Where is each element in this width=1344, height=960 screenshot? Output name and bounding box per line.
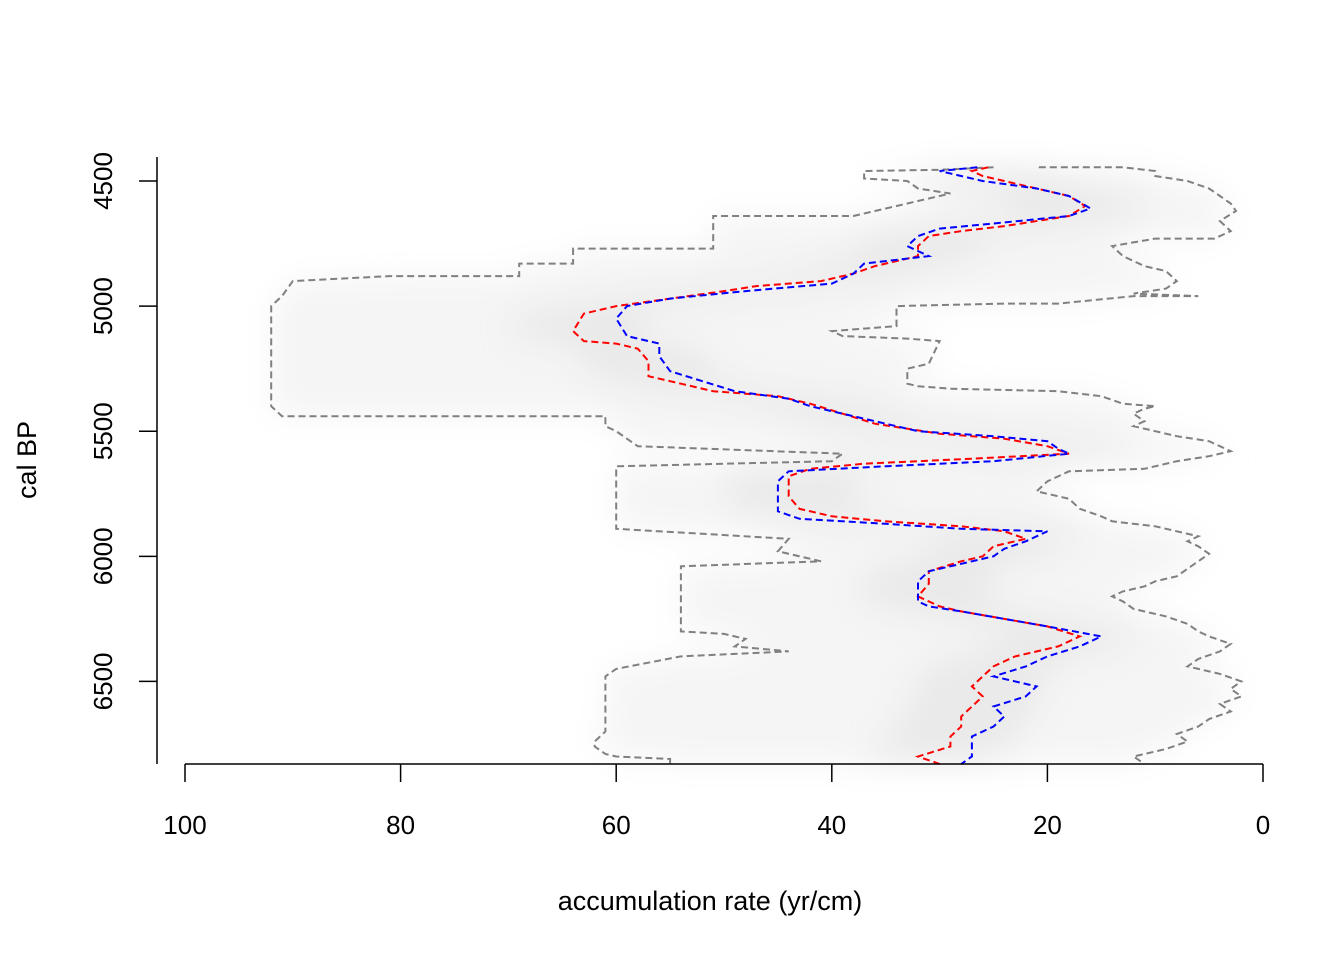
axes: 100 80 60 40 20 0 4500 5000 5500 6000 6500 <box>88 152 1270 840</box>
y-tick-label: 4500 <box>88 152 118 210</box>
x-ticks: 100 80 60 40 20 0 <box>163 764 1270 840</box>
y-tick-label: 5000 <box>88 277 118 335</box>
density-band <box>271 167 1242 765</box>
series-line-1 <box>270 166 994 764</box>
y-axis-title: cal BP <box>12 421 42 499</box>
y-tick-label: 5500 <box>88 402 118 460</box>
series-line-0 <box>827 166 1244 765</box>
x-tick-label: 80 <box>386 810 415 840</box>
density-shading <box>271 167 1242 765</box>
x-axis-title: accumulation rate (yr/cm) <box>558 886 863 916</box>
density-core <box>508 167 1150 765</box>
x-tick-label: 100 <box>163 810 206 840</box>
y-tick-label: 6500 <box>88 653 118 711</box>
x-tick-label: 60 <box>602 810 631 840</box>
series-layer <box>270 166 1244 765</box>
x-tick-label: 0 <box>1256 810 1270 840</box>
series-line-2 <box>571 166 1087 765</box>
x-tick-label: 20 <box>1033 810 1062 840</box>
x-tick-label: 40 <box>817 810 846 840</box>
y-ticks: 4500 5000 5500 6000 6500 <box>88 152 157 710</box>
y-tick-label: 6000 <box>88 527 118 585</box>
